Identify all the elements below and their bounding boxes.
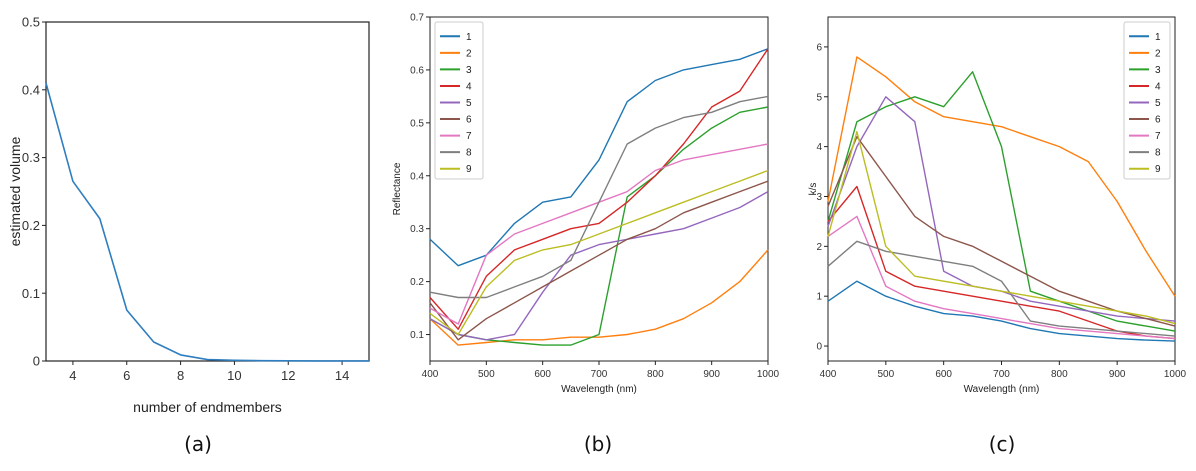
plot-frame bbox=[429, 16, 769, 362]
legend-label-5: 5 bbox=[1155, 98, 1161, 109]
plot-frame bbox=[45, 21, 370, 362]
legend-label-4: 4 bbox=[1155, 81, 1161, 92]
legend-box bbox=[434, 21, 484, 180]
series-line-4 bbox=[429, 48, 769, 330]
y-tick-label: 5 bbox=[816, 92, 822, 103]
series-line-3 bbox=[827, 71, 1176, 332]
x-tick-label: 8 bbox=[177, 368, 184, 383]
legend-label-2: 2 bbox=[466, 48, 472, 59]
series-line-8 bbox=[827, 240, 1176, 337]
series-line-2 bbox=[429, 249, 769, 346]
y-tick-label: 0.7 bbox=[410, 13, 424, 24]
y-tick-label: 3 bbox=[816, 192, 822, 203]
legend-label-8: 8 bbox=[1155, 148, 1161, 159]
legend-label-3: 3 bbox=[1155, 65, 1161, 76]
series-line-2 bbox=[827, 56, 1176, 297]
y-tick-label: 0.5 bbox=[410, 118, 424, 129]
y-tick-label: 0.4 bbox=[22, 82, 40, 97]
x-tick-label: 600 bbox=[935, 369, 952, 380]
y-tick-label: 0 bbox=[33, 354, 40, 369]
legend-box bbox=[1123, 21, 1171, 180]
legend-label-6: 6 bbox=[466, 115, 472, 126]
x-tick-label: 12 bbox=[281, 368, 295, 383]
y-tick-label: 0.2 bbox=[22, 218, 40, 233]
y-tick-label: 6 bbox=[816, 42, 822, 53]
chart-panel-3: 400 500 600 700 800 900 1000 0 1 2 3 4 5 6 Wavelength … bbox=[808, 16, 1187, 456]
y-tick-label: 0.5 bbox=[22, 15, 40, 30]
legend-label-9: 9 bbox=[466, 164, 472, 175]
series-line-9 bbox=[827, 130, 1176, 325]
panel-label: (c) bbox=[989, 432, 1016, 456]
x-tick-label: 1000 bbox=[757, 369, 780, 380]
y-tick-label: 0.2 bbox=[410, 277, 424, 288]
series-line-1 bbox=[827, 280, 1176, 342]
x-tick-label: 900 bbox=[703, 369, 720, 380]
series-line-9 bbox=[429, 169, 769, 336]
x-tick-label: 400 bbox=[820, 369, 837, 380]
legend-label-2: 2 bbox=[1155, 48, 1161, 59]
y-tick-label: 0.4 bbox=[410, 171, 424, 182]
x-tick-label: 600 bbox=[534, 369, 551, 380]
series-line-8 bbox=[429, 95, 769, 299]
x-tick-label: 6 bbox=[123, 368, 130, 383]
legend-label-7: 7 bbox=[466, 131, 472, 142]
y-tick-label: 0.3 bbox=[410, 224, 424, 235]
legend-label-4: 4 bbox=[466, 81, 472, 92]
panel-label: (a) bbox=[184, 432, 212, 456]
series-line-7 bbox=[827, 215, 1176, 340]
legend-label-6: 6 bbox=[1155, 115, 1161, 126]
panel-label: (b) bbox=[584, 432, 612, 456]
y-tick-label: 0.1 bbox=[22, 286, 40, 301]
x-tick-label: 4 bbox=[69, 368, 76, 383]
x-tick-label: 900 bbox=[1109, 369, 1126, 380]
legend-label-1: 1 bbox=[466, 32, 472, 43]
series-line-6 bbox=[429, 180, 769, 341]
legend-label-3: 3 bbox=[466, 65, 472, 76]
x-tick-label: 1000 bbox=[1164, 369, 1187, 380]
plot-frame bbox=[827, 16, 1176, 362]
x-axis-label: Wavelength (nm) bbox=[964, 384, 1040, 395]
x-tick-label: 800 bbox=[647, 369, 664, 380]
series-line-5 bbox=[429, 190, 769, 341]
y-axis-label: k/s bbox=[808, 183, 819, 196]
x-tick-label: 14 bbox=[335, 368, 349, 383]
legend-label-8: 8 bbox=[466, 148, 472, 159]
y-tick-label: 4 bbox=[816, 142, 822, 153]
x-axis-label: Wavelength (nm) bbox=[561, 384, 637, 395]
y-axis-label: estimated volume bbox=[7, 136, 23, 246]
legend-label-5: 5 bbox=[466, 98, 472, 109]
legend-label-1: 1 bbox=[1155, 32, 1161, 43]
x-tick-label: 800 bbox=[1051, 369, 1068, 380]
y-tick-label: 0.3 bbox=[22, 150, 40, 165]
legend-label-7: 7 bbox=[1155, 131, 1161, 142]
x-tick-label: 400 bbox=[422, 369, 439, 380]
chart-panel-2: 400 500 600 700 800 900 1000 0.1 0.2 0.3 0.4 0.5 0.6… bbox=[392, 13, 780, 457]
x-tick-label: 700 bbox=[591, 369, 608, 380]
x-axis-label: number of endmembers bbox=[133, 399, 282, 415]
legend-label-9: 9 bbox=[1155, 164, 1161, 175]
y-tick-label: 0.6 bbox=[410, 65, 424, 76]
series-line-main bbox=[45, 82, 369, 362]
y-tick-label: 0.1 bbox=[410, 330, 424, 341]
chart-panel-1: 4 6 8 10 12 14 0 0.1 0.2 0.3 0.4 0.5 number of endme… bbox=[7, 15, 370, 456]
y-tick-label: 1 bbox=[816, 292, 822, 303]
x-tick-label: 500 bbox=[478, 369, 495, 380]
y-tick-label: 2 bbox=[816, 242, 822, 253]
x-tick-label: 500 bbox=[877, 369, 894, 380]
y-tick-label: 0 bbox=[816, 342, 822, 353]
x-tick-label: 10 bbox=[227, 368, 241, 383]
x-tick-label: 700 bbox=[993, 369, 1010, 380]
y-axis-label: Reflectance bbox=[392, 162, 403, 215]
